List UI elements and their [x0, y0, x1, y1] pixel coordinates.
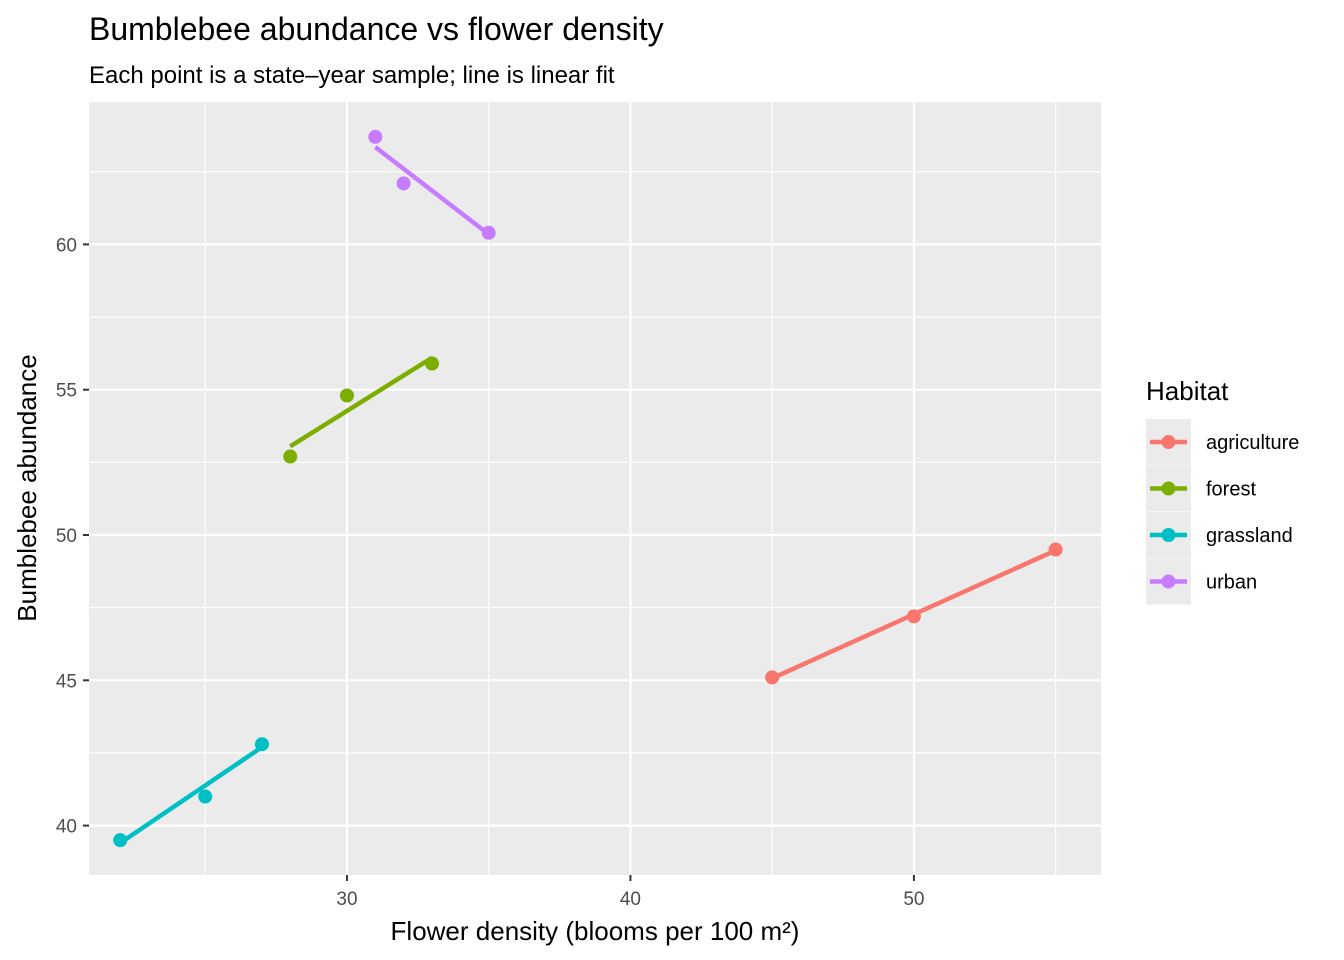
legend-key-point [1161, 528, 1176, 542]
legend-title: Habitat [1146, 376, 1229, 406]
y-tick-label: 45 [56, 671, 77, 692]
legend-key-point [1161, 481, 1176, 496]
x-axis-title: Flower density (blooms per 100 m²) [391, 916, 800, 946]
y-axis-title: Bumblebee abundance [12, 354, 42, 621]
data-point-forest [425, 356, 440, 371]
legend-label-grassland: grassland [1206, 525, 1293, 547]
data-points [113, 129, 1063, 848]
y-axis: 40 45 50 55 60 [56, 235, 89, 838]
x-tick-label: 40 [620, 889, 641, 910]
x-axis: 30 40 50 [336, 875, 924, 910]
legend-item-urban: urban [1146, 558, 1257, 605]
x-tick-label: 50 [903, 889, 924, 910]
chart-subtitle: Each point is a state–year sample; line … [89, 62, 615, 89]
data-point-urban [396, 176, 411, 191]
fit-line-urban [373, 145, 491, 237]
fit-line-forest [289, 355, 434, 449]
legend-key-point [1161, 435, 1176, 449]
data-point-urban [481, 225, 496, 240]
legend-label-urban: urban [1206, 572, 1257, 594]
legend-keys: agriculture forest grassland urban [1146, 419, 1299, 605]
data-point-urban [368, 129, 383, 144]
data-point-grassland [198, 789, 213, 804]
y-tick-label: 40 [56, 817, 77, 838]
data-point-agriculture [765, 670, 780, 685]
data-point-agriculture [906, 609, 921, 624]
data-point-forest [283, 449, 298, 464]
legend: Habitat agriculture forest grassland urban [1146, 376, 1299, 605]
legend-item-grassland: grassland [1146, 512, 1293, 558]
legend-label-forest: forest [1206, 479, 1256, 501]
data-point-forest [339, 388, 354, 403]
legend-item-forest: forest [1146, 465, 1256, 512]
legend-item-agriculture: agriculture [1146, 419, 1299, 465]
legend-label-agriculture: agriculture [1206, 432, 1299, 454]
y-tick-label: 50 [56, 526, 77, 547]
grid-major [89, 102, 1101, 875]
y-tick-label: 60 [56, 235, 77, 256]
data-point-grassland [113, 833, 128, 848]
legend-key-point [1161, 574, 1176, 589]
x-tick-label: 30 [336, 889, 357, 910]
fit-line-grassland [118, 745, 264, 845]
y-tick-label: 55 [56, 381, 77, 402]
chart-title: Bumblebee abundance vs flower density [89, 11, 664, 47]
data-point-grassland [254, 737, 269, 752]
data-point-agriculture [1048, 542, 1063, 557]
